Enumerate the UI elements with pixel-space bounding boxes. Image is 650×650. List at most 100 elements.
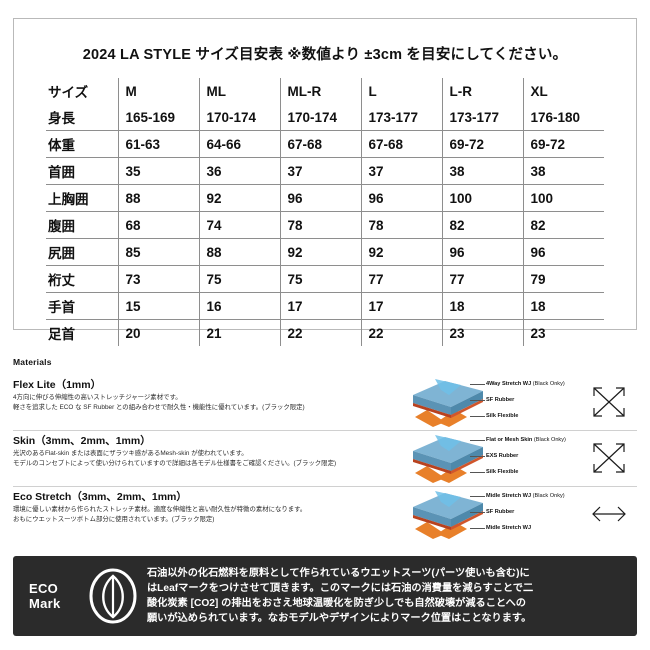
layer-label-note: (Black Onky) [533,437,566,443]
cell: 18 [522,292,604,320]
layer-label-text: 4Way Stretch WJ [486,381,532,387]
layer-label-bottom: Midle Stretch WJ [486,525,532,531]
cell: 21 [198,319,280,346]
cell: 61-63 [117,130,199,158]
row-label: 腹囲 [46,211,118,239]
cell: 82 [441,211,523,239]
layer-label-top: Midle Stretch WJ (Black Onky) [486,493,565,499]
column-header-lr: L-R [441,78,523,104]
cell: 92 [198,184,280,212]
cell: 15 [117,292,199,320]
cell: 73 [117,265,199,293]
four-way-arrow-icon [588,439,630,477]
layer-label-bottom: Silk Flexible [486,413,519,419]
layer-label-text: Midle Stretch WJ [486,493,532,499]
cell: 78 [360,211,442,239]
page-title: 2024 LA STYLE サイズ目安表 ※数値より ±3cm を目安にしてくだ… [82,47,568,63]
layer-label-bottom: Silk Flexible [486,469,519,475]
eco-mark-label-line2: Mark [29,596,61,611]
table-row: 身長 165-169 170-174 170-174 173-177 173-1… [46,104,604,131]
cell: 17 [360,292,442,320]
cell: 96 [522,238,604,266]
cell: 88 [198,238,280,266]
cell: 96 [441,238,523,266]
cell: 75 [198,265,280,293]
material-description-line: 軽さを追求した ECO な SF Rubber との組み合わせで耐久性・機能性に… [13,403,305,411]
cell: 16 [198,292,280,320]
layer-stack-diagram [405,377,497,427]
column-header-l: L [360,78,442,104]
column-header-size: サイズ [48,85,89,100]
callout-leader-line [470,456,485,457]
callout-leader-line [470,400,485,401]
table-row: 腹囲 68 74 78 78 82 82 [46,211,604,239]
cell: 67-68 [360,130,442,158]
cell: 22 [279,319,361,346]
column-header-m: M [117,78,199,104]
cell: 36 [198,157,280,185]
table-row: 体重 61-63 64-66 67-68 67-68 69-72 69-72 [46,130,604,158]
cell: 75 [279,265,361,293]
callout-leader-line [470,496,485,497]
material-description-line: 環境に優しい素材から作られたストレッチ素材。適度な伸縮性と高い耐久性が特徴の素材… [13,506,307,513]
eco-description-line: 酸化炭素 [CO2] の排出をおさえ地球温暖化を防ぎ少しでも自然破壊が減ることへ… [147,598,526,609]
cell: 22 [360,319,442,346]
callout-leader-line [470,440,485,441]
table-row: 尻囲 85 88 92 92 96 96 [46,238,604,266]
cell: 69-72 [522,130,604,158]
material-row-eco-stretch: Eco Stretch（3mm、2mm、1mm） 環境に優しい素材から作られたス… [13,487,637,543]
table-row: 首囲 35 36 37 37 38 38 [46,157,604,185]
cell: 92 [360,238,442,266]
layer-label-note: (Black Onky) [532,493,565,499]
size-chart-panel: 2024 LA STYLE サイズ目安表 ※数値より ±3cm を目安にしてくだ… [13,18,637,346]
material-description-line: おもにウエットスーツボトム部分に使用されています。(ブラック限定) [13,515,215,523]
layer-label-text: Flat or Mesh Skin [486,437,533,443]
layer-callouts: Midle Stretch WJ (Black Onky) SF Rubber … [468,490,598,540]
material-description: 4方向に伸びる伸縮性の高いストレッチジャージ素材です。 軽さを追求した ECO … [13,393,393,412]
row-label: 体重 [46,130,118,158]
two-way-arrow-icon [588,495,630,533]
table-row: 裄丈 73 75 75 77 77 79 [46,265,604,293]
cell: 38 [441,157,523,185]
cell: 92 [279,238,361,266]
cell: 64-66 [198,130,280,158]
cell: 170-174 [198,104,280,131]
cell: 20 [117,319,199,346]
cell: 17 [279,292,361,320]
cell: 100 [522,184,604,212]
size-table: サイズ M ML ML-R L L-R XL 身長 165-169 170-17… [46,78,604,346]
material-name: Flex Lite（1mm） [13,379,102,391]
material-row-skin: Skin（3mm、2mm、1mm） 光沢のあるFlat-skin または表面にザ… [13,431,637,487]
materials-heading: Materials [13,357,52,367]
material-name: Skin（3mm、2mm、1mm） [13,435,151,447]
cell: 18 [441,292,523,320]
eco-mark-label: ECO Mark [29,581,79,611]
column-header-mlr: ML-R [279,78,361,104]
column-header-xl: XL [522,78,604,104]
table-row: 足首 20 21 22 22 23 23 [46,319,604,346]
cell: 74 [198,211,280,239]
cell: 79 [522,265,604,293]
layer-stack-diagram [405,489,497,539]
row-label: 上胸囲 [46,184,118,212]
cell: 68 [117,211,199,239]
layer-label-middle: SF Rubber [486,397,515,403]
eco-description-line: 石油以外の化石燃料を原料として作られているウエットスーツ(パーツ使いも含む)に [147,567,530,579]
column-header-ml: ML [198,78,280,104]
cell: 35 [117,157,199,185]
layer-label-middle: EXS Rubber [486,453,519,459]
cell: 37 [360,157,442,185]
eco-mark-label-line1: ECO [29,581,59,596]
layer-label-note: (Black Onky) [532,381,565,387]
table-row: 手首 15 16 17 17 18 18 [46,292,604,320]
cell: 77 [360,265,442,293]
callout-leader-line [470,384,485,385]
eco-mark-banner: ECO Mark 石油以外の化石燃料を原料として作られているウエットスーツ(パー… [13,556,637,636]
eco-description-line: 願いが込められています。なおモデルやデザインによりマーク位置はことなります。 [147,613,532,625]
cell: 173-177 [441,104,523,131]
layer-label-middle: SF Rubber [486,509,515,515]
material-description-line: モデルのコンセプトによって使い分けられていますので詳細は各モデル仕様書をご確認く… [13,459,337,467]
cell: 67-68 [279,130,361,158]
cell: 88 [117,184,199,212]
